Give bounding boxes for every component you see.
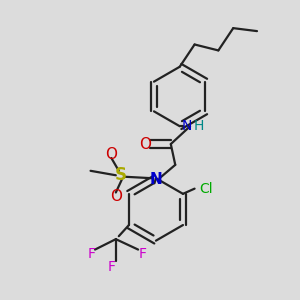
Text: N: N [182, 119, 192, 133]
Text: F: F [139, 247, 147, 261]
Text: F: F [88, 247, 96, 261]
Text: Cl: Cl [199, 182, 213, 196]
Text: H: H [194, 119, 204, 133]
Text: O: O [105, 147, 117, 162]
Text: F: F [107, 260, 116, 274]
Text: N: N [150, 172, 162, 187]
Text: O: O [140, 136, 152, 152]
Text: S: S [114, 166, 126, 184]
Text: O: O [110, 189, 122, 204]
